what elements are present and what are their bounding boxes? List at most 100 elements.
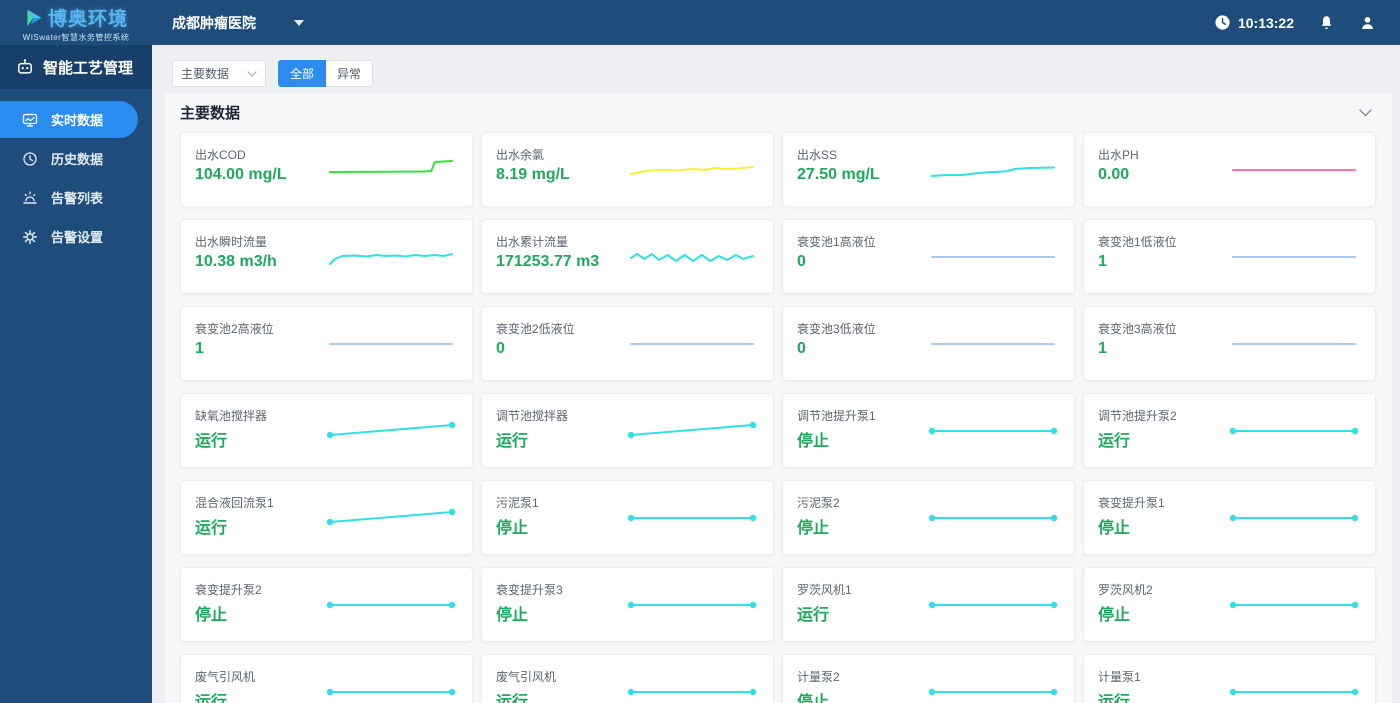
- sidebar-item-label: 告警列表: [51, 191, 104, 206]
- metric-card[interactable]: 衰变池3高液位 1: [1083, 306, 1376, 381]
- metric-card[interactable]: 出水瞬时流量 10.38 m3/h: [180, 219, 473, 294]
- metric-value: 0.00: [1098, 166, 1130, 183]
- sparkline-chart: [1229, 427, 1359, 434]
- metric-value: 运行: [496, 433, 529, 450]
- chevron-down-icon: [294, 19, 304, 26]
- metric-card[interactable]: 缺氧池搅拌器 运行: [180, 393, 473, 468]
- clock-time: 10:13:22: [1237, 14, 1294, 31]
- metric-card[interactable]: 罗茨风机2 停止: [1083, 567, 1376, 642]
- metric-card[interactable]: 调节池搅拌器 运行: [481, 393, 774, 468]
- metric-card[interactable]: 出水余氯 8.19 mg/L: [481, 132, 774, 207]
- metric-card[interactable]: 出水累计流量 171253.77 m3: [481, 219, 774, 294]
- metric-label: 污泥泵1: [496, 496, 539, 510]
- status-filter-group: 全部 异常: [278, 60, 374, 87]
- notifications-bell-icon[interactable]: [1318, 14, 1335, 32]
- metric-value: 停止: [797, 433, 830, 450]
- metric-value: 运行: [195, 433, 228, 450]
- sidebar-item-alarm-settings[interactable]: 告警设置: [0, 218, 138, 255]
- metric-label: 计量泵1: [1098, 670, 1141, 684]
- metric-label: 衰变池1高液位: [797, 235, 876, 249]
- metric-value: 运行: [797, 607, 830, 624]
- sparkline-chart: [627, 688, 757, 695]
- metric-value: 27.50 mg/L: [797, 166, 880, 183]
- topbar: 博奥环境 WISwater智慧水务管控系统 成都肿瘤医院 10:13:22: [0, 0, 1400, 45]
- sidebar-item-realtime-data[interactable]: 实时数据: [0, 101, 138, 138]
- sparkline-chart: [931, 166, 1055, 177]
- metric-value: 停止: [496, 520, 529, 537]
- metric-card[interactable]: 出水SS 27.50 mg/L: [782, 132, 1075, 207]
- metric-card[interactable]: 调节池提升泵1 停止: [782, 393, 1075, 468]
- logo-subtitle: WISwater智慧水务管控系统: [22, 33, 130, 42]
- metric-label: 调节池提升泵2: [1098, 409, 1177, 423]
- sidebar-menu: 实时数据 历史数据 告: [0, 89, 152, 255]
- app-logo: 博奥环境 WISwater智慧水务管控系统: [0, 2, 152, 43]
- metric-card[interactable]: 衰变池2高液位 1: [180, 306, 473, 381]
- metric-label: 污泥泵2: [797, 496, 840, 510]
- metric-label: 出水COD: [195, 148, 246, 162]
- sparkline-chart: [931, 342, 1055, 345]
- section-header: 主要数据: [165, 93, 1392, 132]
- sparkline-chart: [928, 427, 1058, 434]
- sidebar-item-history-data[interactable]: 历史数据: [0, 140, 138, 177]
- metric-card[interactable]: 衰变提升泵2 停止: [180, 567, 473, 642]
- metric-label: 计量泵2: [797, 670, 840, 684]
- metric-label: 罗茨风机2: [1098, 583, 1153, 597]
- collapse-chevron-icon[interactable]: [1359, 108, 1372, 117]
- sparkline-chart: [326, 601, 456, 608]
- metric-card[interactable]: 衰变提升泵1 停止: [1083, 480, 1376, 555]
- metric-value: 停止: [1098, 607, 1131, 624]
- metric-card[interactable]: 衰变池2低液位 0: [481, 306, 774, 381]
- sparkline-chart: [1232, 255, 1356, 258]
- metric-card[interactable]: 污泥泵2 停止: [782, 480, 1075, 555]
- metric-card[interactable]: 计量泵2 停止: [782, 654, 1075, 703]
- metric-card[interactable]: 废气引风机 运行: [481, 654, 774, 703]
- sparkline-chart: [928, 688, 1058, 695]
- category-select-value: 主要数据: [181, 67, 230, 81]
- metric-card[interactable]: 混合液回流泵1 运行: [180, 480, 473, 555]
- metric-label: 调节池提升泵1: [797, 409, 876, 423]
- sparkline-chart: [326, 508, 456, 525]
- sparkline-chart: [627, 601, 757, 608]
- user-avatar-icon[interactable]: [1359, 14, 1376, 32]
- metric-card[interactable]: 罗茨风机1 运行: [782, 567, 1075, 642]
- sparkline-chart: [326, 688, 456, 695]
- sidebar-title: 智能工艺管理: [0, 45, 152, 89]
- metric-label: 衰变提升泵3: [496, 583, 563, 597]
- metric-card[interactable]: 出水PH 0.00: [1083, 132, 1376, 207]
- sidebar-item-alarm-list[interactable]: 告警列表: [0, 179, 138, 216]
- sparkline-chart: [630, 252, 754, 262]
- metric-label: 出水累计流量: [496, 235, 569, 249]
- metric-card[interactable]: 衰变池3低液位 0: [782, 306, 1075, 381]
- metric-value: 停止: [195, 607, 228, 624]
- settings-gear-icon: [22, 229, 38, 245]
- metric-card[interactable]: 衰变提升泵3 停止: [481, 567, 774, 642]
- metric-value: 0: [797, 253, 806, 270]
- metric-card[interactable]: 计量泵1 运行: [1083, 654, 1376, 703]
- metric-label: 衰变池1低液位: [1098, 235, 1177, 249]
- metric-value: 171253.77 m3: [496, 253, 600, 270]
- filter-bar: 主要数据 全部 异常: [172, 60, 1400, 87]
- category-select[interactable]: 主要数据: [172, 60, 266, 87]
- metric-card[interactable]: 调节池提升泵2 运行: [1083, 393, 1376, 468]
- filter-all-button[interactable]: 全部: [278, 60, 327, 87]
- metric-card[interactable]: 衰变池1高液位 0: [782, 219, 1075, 294]
- sidebar-item-label: 历史数据: [51, 152, 104, 167]
- sparkline-chart: [928, 514, 1058, 521]
- sparkline-chart: [1232, 168, 1356, 171]
- metric-value: 停止: [496, 607, 529, 624]
- sparkline-chart: [630, 165, 754, 175]
- filter-abnormal-button[interactable]: 异常: [326, 60, 374, 87]
- process-management-icon: [16, 58, 34, 76]
- sparkline-chart: [329, 159, 453, 173]
- metric-card[interactable]: 衰变池1低液位 1: [1083, 219, 1376, 294]
- metric-card[interactable]: 出水COD 104.00 mg/L: [180, 132, 473, 207]
- metric-value: 1: [1098, 340, 1107, 357]
- sparkline-chart: [326, 421, 456, 438]
- metric-card[interactable]: 污泥泵1 停止: [481, 480, 774, 555]
- metric-label: 出水PH: [1098, 148, 1139, 162]
- metric-label: 出水瞬时流量: [195, 235, 268, 249]
- metric-value: 104.00 mg/L: [195, 166, 287, 183]
- site-selector[interactable]: 成都肿瘤医院: [172, 13, 304, 33]
- metric-card[interactable]: 废气引风机 运行: [180, 654, 473, 703]
- section-title: 主要数据: [180, 105, 241, 122]
